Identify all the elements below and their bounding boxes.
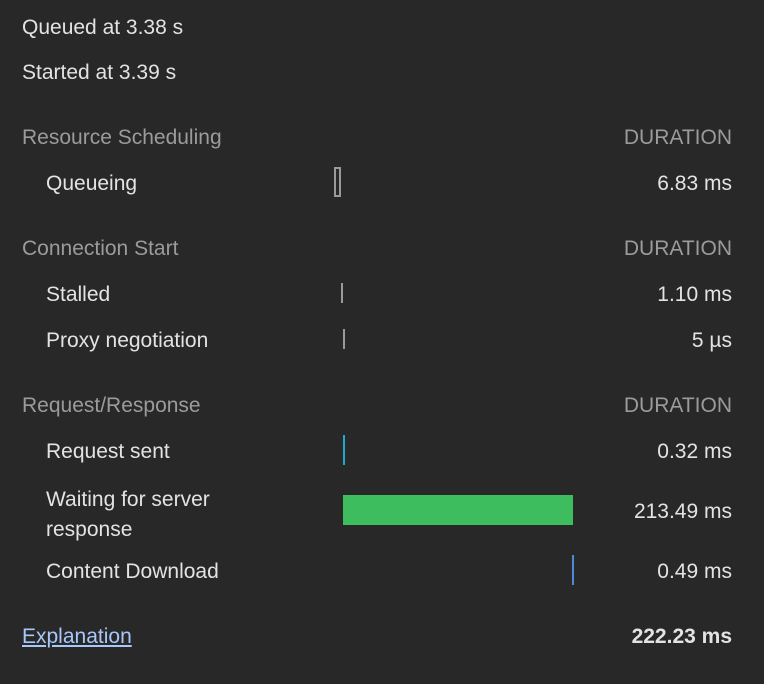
duration-header: DURATION [623,237,732,260]
row-value-waiting: 213.49 ms [633,500,732,523]
queued-at: Queued at 3.38 s [22,16,184,39]
row-label-content-download: Content Download [46,560,219,583]
timing-bar-waiting [343,495,573,525]
row-value-content-download: 0.49 ms [657,560,732,583]
row-label-waiting: Waiting for server response [46,488,210,541]
section-title-request-response: Request/Response [22,394,201,417]
explanation-link[interactable]: Explanation [22,625,132,648]
row-label-request-sent: Request sent [46,440,170,463]
timing-bar-request-sent [343,435,345,465]
timing-bar-proxy [343,329,345,349]
row-value-queueing: 6.83 ms [657,172,732,195]
duration-header: DURATION [623,126,732,149]
duration-header: DURATION [623,394,732,417]
total-duration: 222.23 ms [631,625,732,648]
timing-bar-content-download [572,555,574,585]
section-title-connection: Connection Start [22,237,179,260]
row-label-queueing: Queueing [46,172,138,195]
started-at: Started at 3.39 s [22,61,177,84]
timing-bar-queueing [334,167,341,197]
row-value-proxy: 5 µs [691,329,732,352]
row-label-proxy: Proxy negotiation [46,329,209,352]
timing-bar-stalled [341,283,343,303]
row-label-stalled: Stalled [46,283,111,306]
section-title-scheduling: Resource Scheduling [22,126,222,149]
row-value-stalled: 1.10 ms [657,283,732,306]
row-value-request-sent: 0.32 ms [657,440,732,463]
